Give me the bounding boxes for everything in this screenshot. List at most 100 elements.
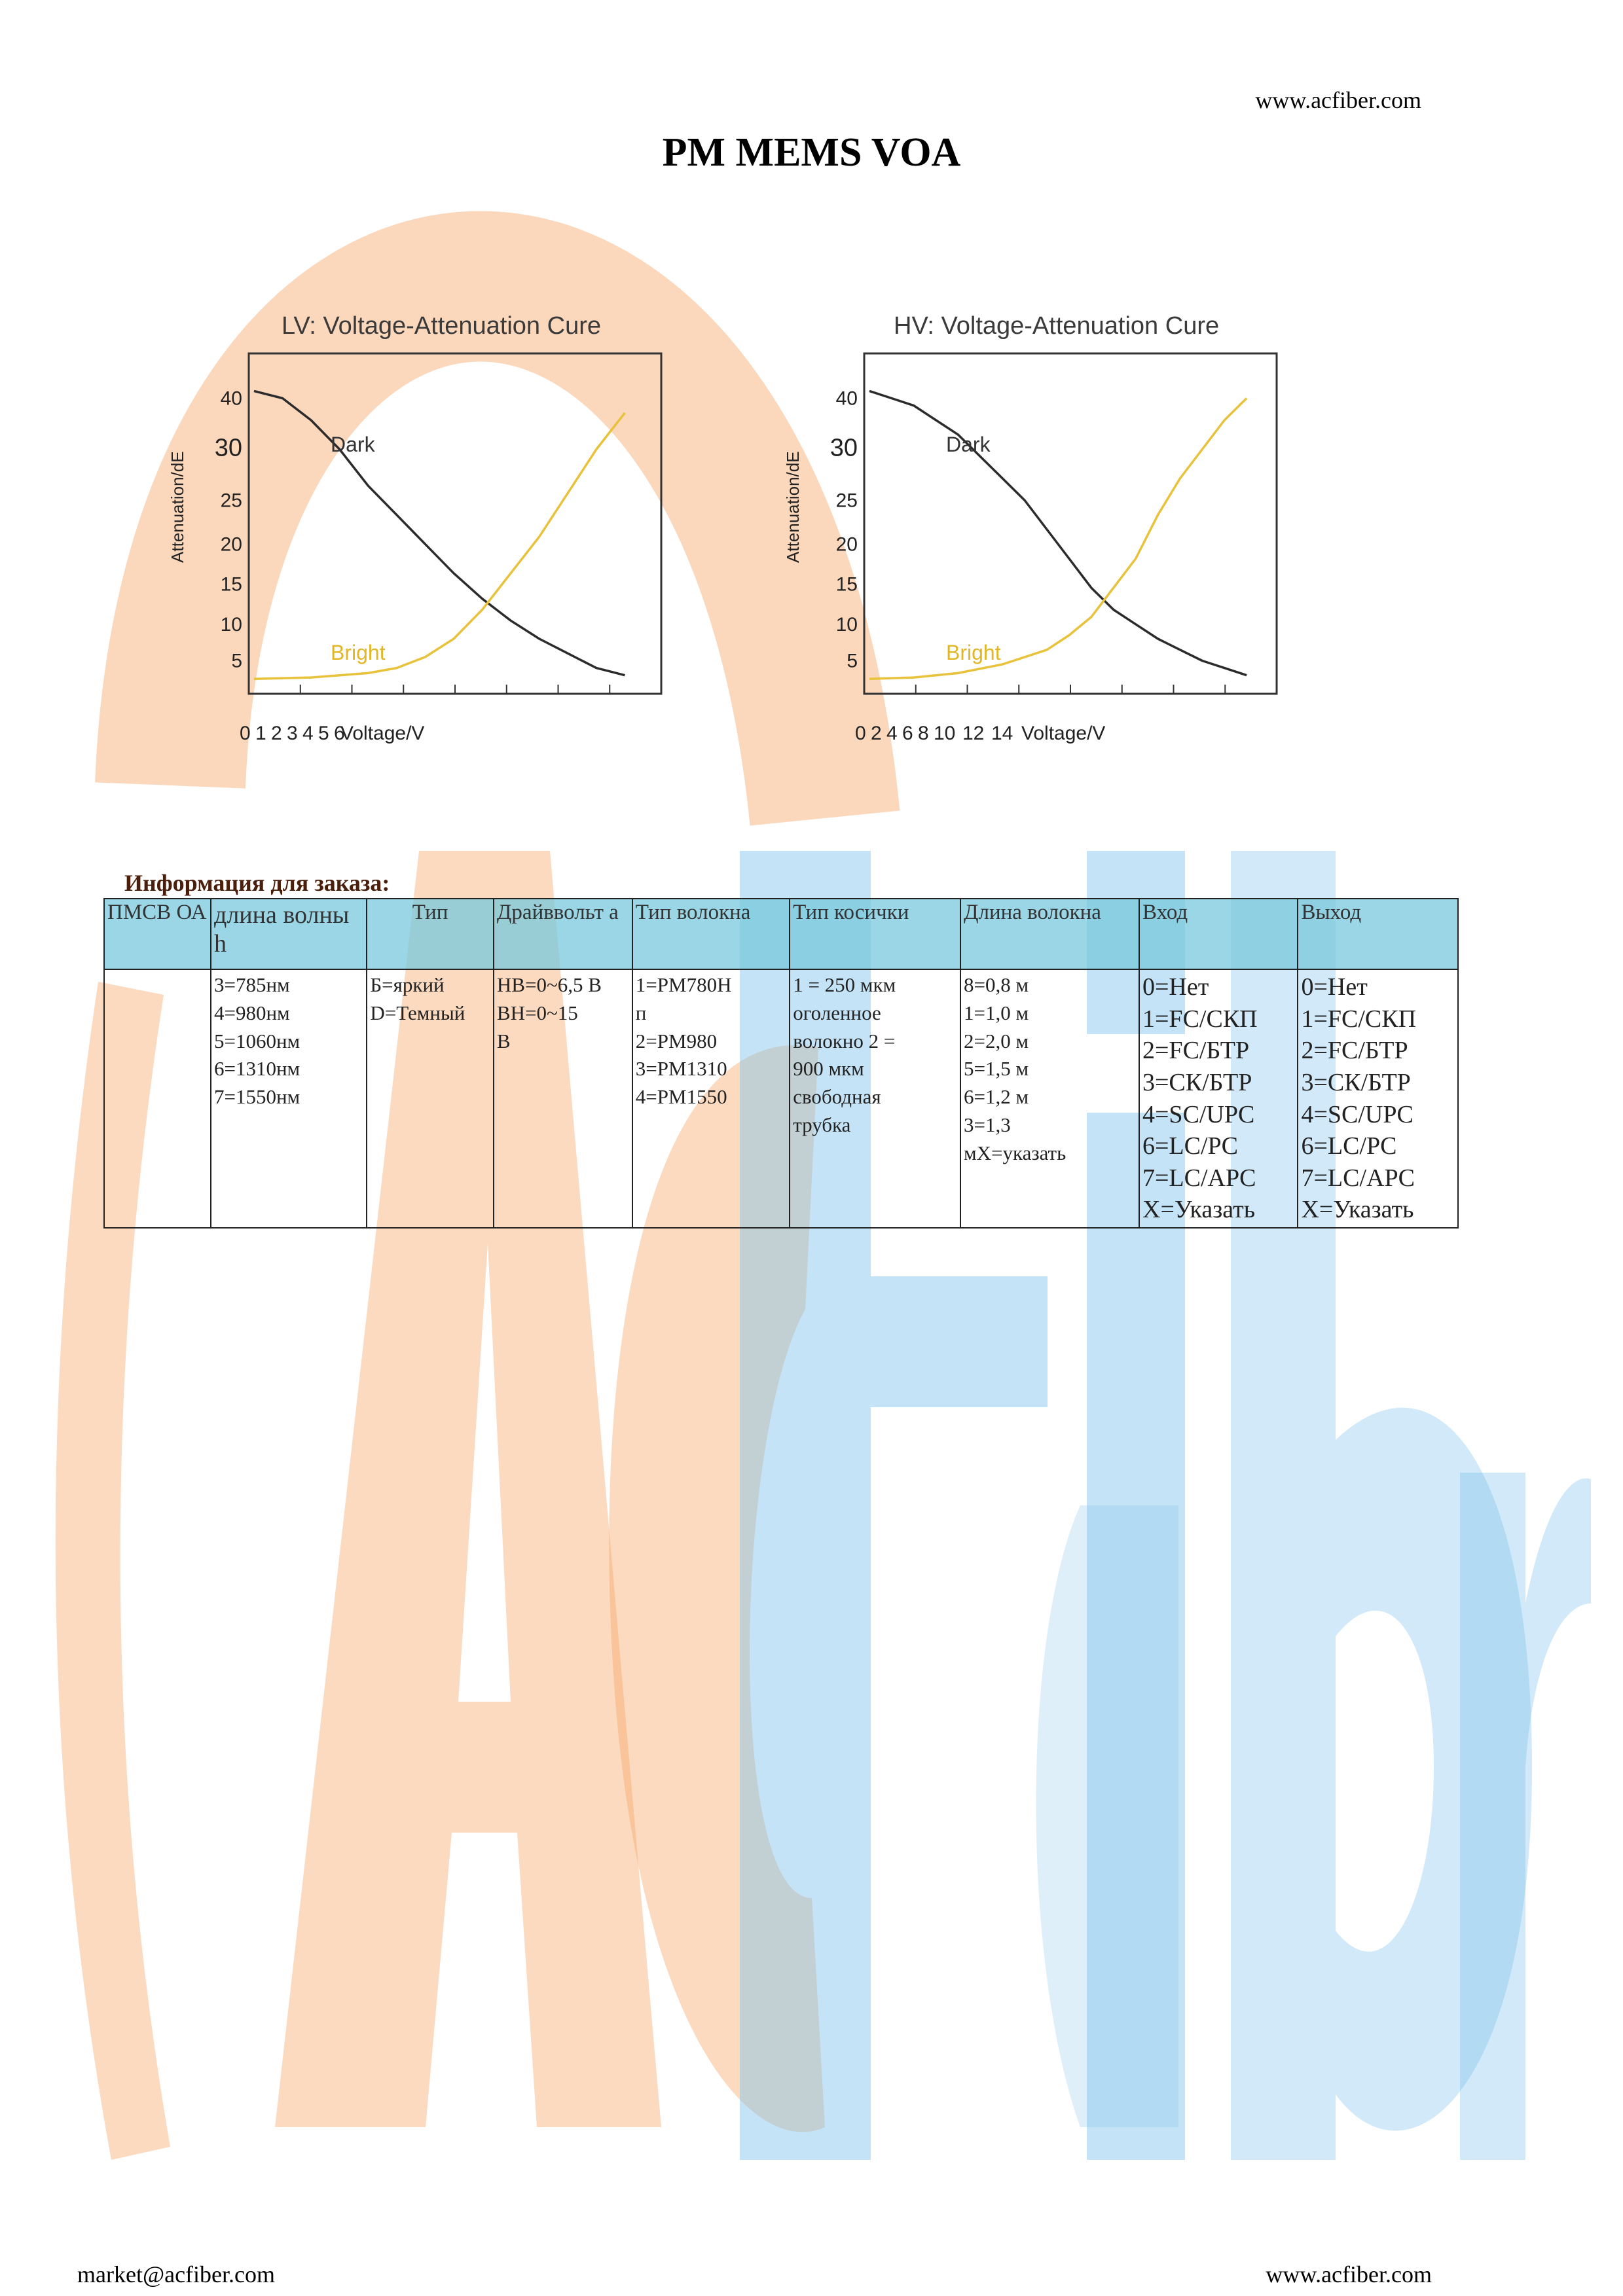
column-header: Выход: [1297, 898, 1459, 970]
column-header: Драйввольт а: [492, 898, 633, 970]
cell-line: 2=PM980: [635, 1029, 718, 1052]
column-header: Тип волокна: [631, 898, 791, 970]
cell-line: свободная: [793, 1085, 881, 1109]
table-cell: 3=785нм 4=980нм 5=1060нм 6=1310нм 7=1550нм: [210, 969, 368, 1229]
cell-line: В: [496, 1029, 511, 1052]
table-row: 3=785нм 4=980нм 5=1060нм 6=1310нм 7=1550нм Б=…: [103, 969, 1459, 1229]
cell-line: 6=LC/PC: [1301, 1132, 1397, 1160]
cell-line: 5=1,5 м: [963, 1057, 1029, 1081]
cell-line: 4=980нм: [213, 1001, 290, 1024]
lv-voltage-attenuation-chart: LV: Voltage-Attenuation Cure Attenuation…: [168, 312, 663, 744]
cell-line: 4=SC/UPC: [1142, 1100, 1255, 1128]
x-tick-label: 6: [902, 723, 913, 744]
column-header: Длина волокна: [959, 898, 1140, 970]
cell-line: 1=FC/СКП: [1301, 1005, 1417, 1033]
cell-line: 2=FC/БТР: [1301, 1037, 1408, 1065]
order-info-heading-colon: :: [382, 870, 390, 896]
page-title: PM MEMS VOA: [662, 130, 961, 175]
y-tick-label: 15: [836, 574, 858, 596]
y-axis-label: Attenuation/dE: [168, 451, 187, 563]
cell-line: волокно 2 =: [793, 1029, 896, 1052]
x-tick-label: 10: [934, 723, 955, 744]
x-tick-label: 14: [991, 723, 1013, 744]
cell-line: НВ=0~6,5 В: [496, 973, 602, 996]
table-cell: 0=Нет 1=FC/СКП 2=FC/БТР 3=СК/БТР 4=SC/UPC 6=L…: [1138, 969, 1299, 1229]
y-tick-label: 40: [836, 388, 858, 410]
series-line-dark: [253, 389, 625, 677]
series-label-dark: Dark: [946, 433, 991, 456]
x-tick-label: 3: [287, 723, 298, 744]
cell-line: оголенное: [793, 1001, 881, 1024]
cell-line: п: [635, 1001, 647, 1024]
y-tick-label: 10: [836, 614, 858, 636]
cell-line: 3=1,3: [963, 1113, 1011, 1136]
cell-line: 1 = 250 мкм: [793, 973, 896, 996]
column-header: Тип: [366, 898, 494, 970]
header-url[interactable]: www.acfiber.com: [1255, 87, 1421, 113]
cell-line: 5=1060нм: [213, 1029, 301, 1052]
x-tick-label: 6: [334, 723, 345, 744]
table-cell: Б=яркий D=Темный: [366, 969, 494, 1229]
y-tick-label: 5: [231, 650, 242, 672]
x-axis-label: Voltage/V: [340, 723, 424, 744]
order-info-heading: Информация для заказа:: [124, 869, 390, 897]
cell-line: 4=SC/UPC: [1301, 1100, 1413, 1128]
chart-title: LV: Voltage-Attenuation Cure: [282, 312, 601, 340]
cell-line: 7=1550нм: [213, 1085, 301, 1109]
cell-line: 0=Нет: [1142, 973, 1209, 1001]
footer-email[interactable]: market@acfiber.com: [77, 2261, 276, 2287]
y-axis-label: Attenuation/dE: [783, 451, 803, 563]
table-header-row: ПМСВ ОА длина волны h Тип Драйввольт а Т…: [103, 898, 1459, 970]
x-tick-label: 4: [302, 723, 314, 744]
column-header: длина волны h: [210, 898, 368, 970]
cell-line: 900 мкм: [793, 1057, 864, 1081]
cell-line: 1=FC/СКП: [1142, 1005, 1258, 1033]
table-cell: 8=0,8 м 1=1,0 м 2=2,0 м 5=1,5 м 6=1,2 м 3=1,3…: [959, 969, 1140, 1229]
cell-line: 2=2,0 м: [963, 1029, 1029, 1052]
series-label-bright: Bright: [331, 641, 386, 664]
cell-line: 3=СК/БТР: [1301, 1068, 1411, 1096]
x-axis-label: Voltage/V: [1021, 723, 1105, 744]
x-tick-label: 0: [240, 723, 251, 744]
cell-line: трубка: [793, 1113, 851, 1136]
hv-voltage-attenuation-chart: HV: Voltage-Attenuation Cure Attenuation…: [783, 312, 1278, 744]
y-tick-label: 15: [221, 574, 242, 596]
footer-url[interactable]: www.acfiber.com: [1266, 2261, 1432, 2287]
series-label-bright: Bright: [946, 641, 1001, 664]
column-header: ПМСВ ОА: [103, 898, 211, 970]
x-tick-label: 4: [886, 723, 898, 744]
y-tick-label: 30: [215, 435, 242, 462]
x-tick-label: 12: [962, 723, 984, 744]
cell-line: X=Указать: [1301, 1196, 1414, 1224]
cell-line: 1=PM780H: [635, 973, 732, 996]
table-cell: 0=Нет 1=FC/СКП 2=FC/БТР 3=СК/БТР 4=SC/UPC 6=L…: [1297, 969, 1459, 1229]
cell-line: 7=LC/APC: [1142, 1164, 1256, 1192]
order-info-table: ПМСВ ОА длина волны h Тип Драйввольт а Т…: [103, 898, 1459, 1229]
chart-title: HV: Voltage-Attenuation Cure: [894, 312, 1219, 340]
y-tick-label: 20: [221, 533, 242, 555]
cell-line: 6=1,2 м: [963, 1085, 1029, 1109]
x-tick-label: 2: [871, 723, 882, 744]
cell-line: 6=LC/PC: [1142, 1132, 1239, 1160]
cell-line: D=Темный: [370, 1001, 465, 1024]
cell-line: X=Указать: [1142, 1196, 1256, 1224]
cell-line: 0=Нет: [1301, 973, 1368, 1001]
x-tick-label: 8: [918, 723, 929, 744]
x-tick-label: 0: [855, 723, 866, 744]
cell-line: 7=LC/APC: [1301, 1164, 1415, 1192]
table-cell: 1 = 250 мкм оголенное волокно 2 = 900 мкм св…: [789, 969, 961, 1229]
cell-line: 8=0,8 м: [963, 973, 1029, 996]
cell-line: 1=1,0 м: [963, 1001, 1029, 1024]
table-cell: НВ=0~6,5 В ВН=0~15 В: [492, 969, 633, 1229]
x-tick-label: 5: [318, 723, 329, 744]
series-line-bright: [253, 412, 626, 681]
series-line-dark: [869, 389, 1247, 677]
cell-line: Б=яркий: [370, 973, 445, 996]
cell-line: 4=PM1550: [635, 1085, 727, 1109]
x-tick-label: 1: [255, 723, 266, 744]
cell-line: ВН=0~15: [496, 1001, 578, 1024]
table-cell: 1=PM780H п 2=PM980 3=PM1310 4=PM1550: [631, 969, 791, 1229]
plot-frame: [863, 352, 1278, 695]
cell-line: мX=указать: [963, 1141, 1067, 1164]
x-tick-label: 2: [271, 723, 282, 744]
